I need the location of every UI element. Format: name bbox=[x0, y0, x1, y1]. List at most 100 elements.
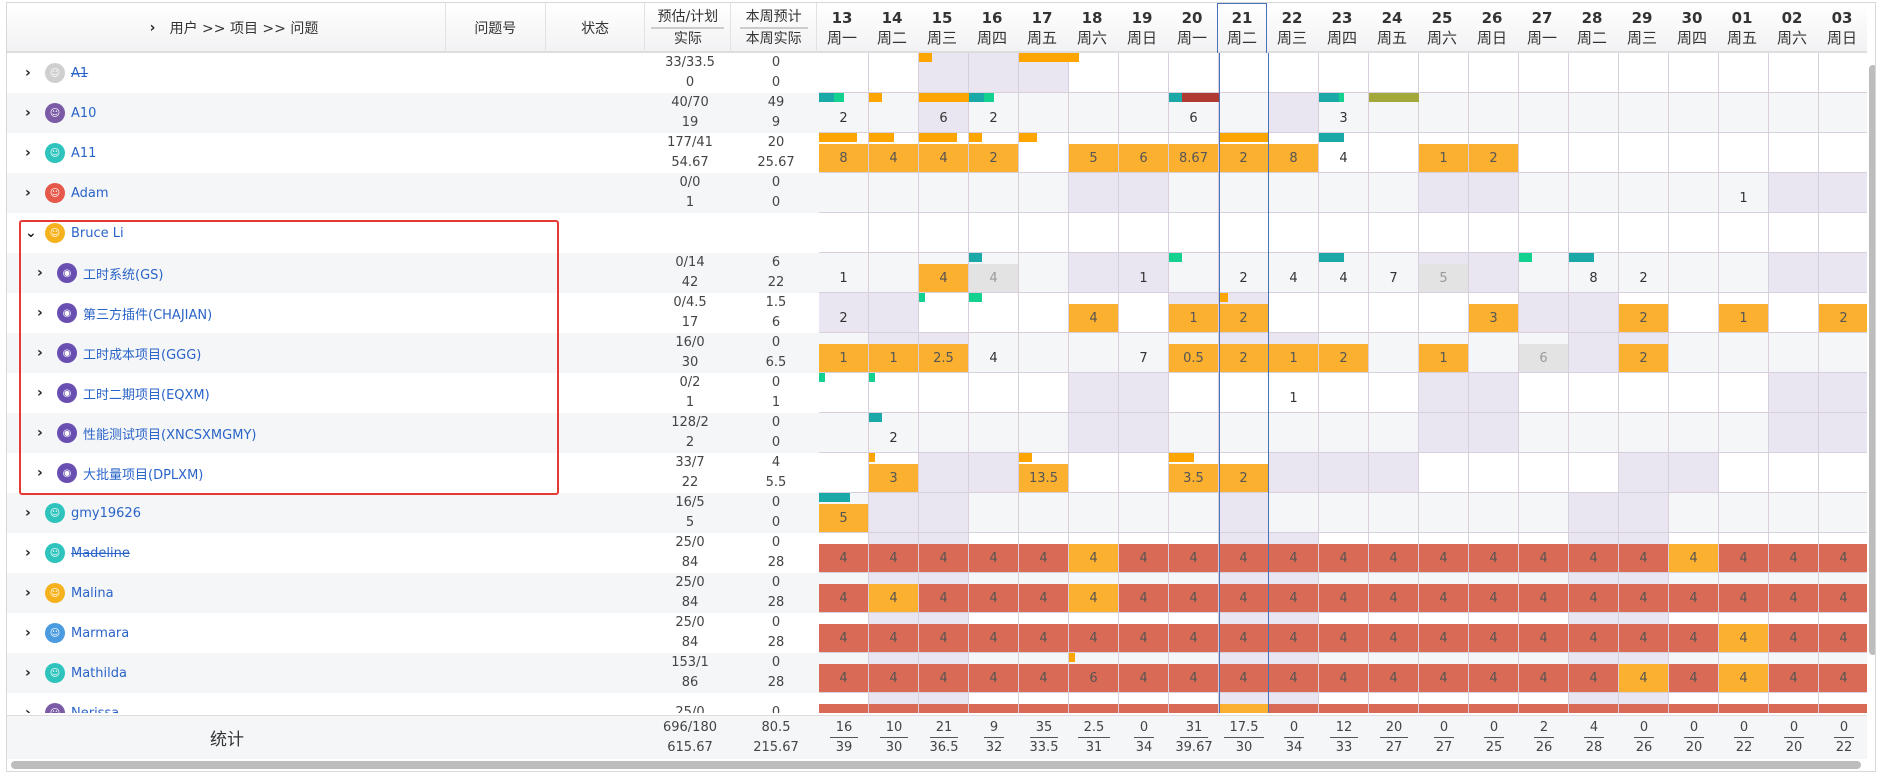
day-cell[interactable] bbox=[1419, 413, 1469, 453]
day-cell[interactable] bbox=[1019, 293, 1069, 333]
day-cell[interactable] bbox=[1369, 93, 1419, 133]
hours-block[interactable] bbox=[1269, 704, 1318, 713]
hours-block[interactable]: 6 bbox=[939, 110, 948, 126]
day-cell[interactable] bbox=[919, 493, 969, 533]
day-cell[interactable]: 2 bbox=[1619, 333, 1669, 373]
day-cell[interactable] bbox=[1419, 293, 1469, 333]
day-cell[interactable] bbox=[1019, 493, 1069, 533]
day-cell[interactable]: 4 bbox=[969, 573, 1019, 613]
hours-block[interactable]: 4 bbox=[1719, 624, 1768, 652]
hours-block[interactable] bbox=[1819, 704, 1867, 713]
hours-block[interactable]: 3 bbox=[1339, 110, 1348, 126]
day-cell[interactable] bbox=[1619, 53, 1669, 93]
day-cell[interactable] bbox=[1469, 493, 1519, 533]
user-link[interactable]: Mathilda bbox=[71, 665, 127, 681]
hours-block[interactable] bbox=[1669, 704, 1718, 713]
hours-block[interactable]: 4 bbox=[1119, 544, 1168, 572]
day-cell[interactable] bbox=[1569, 333, 1619, 373]
day-cell[interactable] bbox=[1519, 413, 1569, 453]
day-cell[interactable] bbox=[969, 693, 1019, 713]
day-cell[interactable] bbox=[819, 53, 869, 93]
day-cell[interactable] bbox=[919, 413, 969, 453]
day-cell[interactable]: 4 bbox=[1569, 573, 1619, 613]
day-header-23[interactable]: 23 周四 bbox=[1317, 3, 1367, 53]
day-cell[interactable]: 4 bbox=[1369, 533, 1419, 573]
day-cell[interactable] bbox=[1769, 333, 1819, 373]
hours-block[interactable] bbox=[1069, 704, 1118, 713]
status-header[interactable]: 状态 bbox=[546, 3, 646, 53]
day-cell[interactable] bbox=[1119, 213, 1169, 253]
day-cell[interactable] bbox=[1719, 133, 1769, 173]
table-row[interactable]: › ◉ 工时系统(GS) 0/14 42 6 22 1 4 4 1 2 4 4 7 5 8 2 bbox=[7, 253, 1867, 293]
day-cell[interactable] bbox=[1419, 53, 1469, 93]
user-link[interactable]: A10 bbox=[71, 105, 97, 121]
hours-block[interactable]: 4 bbox=[1719, 544, 1768, 572]
day-cell[interactable] bbox=[1769, 253, 1819, 293]
day-header-19[interactable]: 19 周日 bbox=[1117, 3, 1167, 53]
day-cell[interactable] bbox=[1119, 373, 1169, 413]
day-cell[interactable]: 4 bbox=[1169, 613, 1219, 653]
hours-block[interactable]: 4 bbox=[1569, 664, 1618, 692]
day-cell[interactable] bbox=[919, 213, 969, 253]
day-cell[interactable] bbox=[1719, 53, 1769, 93]
day-cell[interactable] bbox=[1619, 493, 1669, 533]
day-cell[interactable] bbox=[819, 413, 869, 453]
day-cell[interactable] bbox=[969, 413, 1019, 453]
day-cell[interactable] bbox=[1819, 493, 1867, 533]
table-row[interactable]: › ◉ 第三方插件(CHAJIAN) 0/4.5 17 1.5 6 2 4 1 2 3 2 1 2 bbox=[7, 293, 1867, 333]
hours-block[interactable]: 4 bbox=[1319, 544, 1368, 572]
hours-block[interactable]: 4 bbox=[1119, 584, 1168, 612]
day-header-13[interactable]: 13 周一 bbox=[817, 3, 867, 53]
hours-block[interactable]: 4 bbox=[969, 624, 1018, 652]
day-cell[interactable] bbox=[1069, 253, 1119, 293]
day-cell[interactable]: 6 bbox=[1069, 653, 1119, 693]
hours-block[interactable] bbox=[1119, 704, 1168, 713]
day-cell[interactable] bbox=[1319, 413, 1369, 453]
day-cell[interactable]: 1 bbox=[1269, 333, 1319, 373]
day-cell[interactable] bbox=[1369, 173, 1419, 213]
day-cell[interactable] bbox=[1819, 453, 1867, 493]
vertical-scrollbar[interactable] bbox=[1869, 65, 1875, 655]
hours-block[interactable]: 4 bbox=[1319, 664, 1368, 692]
hours-block[interactable]: 3 bbox=[869, 464, 918, 492]
day-cell[interactable]: 4 bbox=[1369, 613, 1419, 653]
day-cell[interactable]: 4 bbox=[1269, 613, 1319, 653]
hours-block[interactable]: 4 bbox=[1069, 304, 1118, 332]
day-cell[interactable] bbox=[1619, 373, 1669, 413]
day-cell[interactable]: 1 bbox=[869, 333, 919, 373]
day-header-21[interactable]: 21 周二 bbox=[1217, 3, 1267, 53]
hours-block[interactable]: 4 bbox=[919, 664, 968, 692]
hours-block[interactable] bbox=[919, 704, 968, 713]
day-cell[interactable] bbox=[1369, 293, 1419, 333]
table-row[interactable]: › ◉ 工时二期项目(EQXM) 0/2 1 0 1 1 bbox=[7, 373, 1867, 413]
hours-block[interactable] bbox=[1219, 704, 1268, 713]
hours-block[interactable]: 4 bbox=[1419, 624, 1468, 652]
day-cell[interactable] bbox=[819, 373, 869, 413]
hours-block[interactable]: 4 bbox=[919, 144, 968, 172]
day-cell[interactable] bbox=[1019, 173, 1069, 213]
hours-block[interactable]: 13.5 bbox=[1019, 464, 1068, 492]
day-cell[interactable]: 4 bbox=[1469, 613, 1519, 653]
hours-block[interactable]: 4 bbox=[1369, 624, 1418, 652]
day-cell[interactable] bbox=[1369, 133, 1419, 173]
day-cell[interactable]: 5 bbox=[1069, 133, 1119, 173]
day-cell[interactable] bbox=[969, 293, 1019, 333]
day-cell[interactable] bbox=[869, 253, 919, 293]
hours-block[interactable]: 4 bbox=[1819, 664, 1867, 692]
hours-block[interactable]: 4 bbox=[1019, 664, 1068, 692]
hours-block[interactable]: 4 bbox=[1519, 624, 1568, 652]
chevron-right-icon[interactable]: › bbox=[149, 20, 156, 36]
hours-block[interactable]: 4 bbox=[1019, 624, 1068, 652]
hours-block[interactable]: 7 bbox=[1389, 270, 1398, 286]
day-header-28[interactable]: 28 周二 bbox=[1567, 3, 1617, 53]
project-link[interactable]: 工时二期项目(EQXM) bbox=[83, 387, 210, 403]
hours-block[interactable]: 4 bbox=[1269, 584, 1318, 612]
hours-block[interactable]: 4 bbox=[1219, 664, 1268, 692]
day-cell[interactable] bbox=[1519, 253, 1569, 293]
hours-block[interactable]: 2 bbox=[1469, 144, 1518, 172]
day-cell[interactable] bbox=[1219, 693, 1269, 713]
day-cell[interactable] bbox=[1669, 413, 1719, 453]
day-cell[interactable]: 4 bbox=[1419, 533, 1469, 573]
day-cell[interactable]: 4 bbox=[1469, 653, 1519, 693]
day-cell[interactable] bbox=[1769, 133, 1819, 173]
